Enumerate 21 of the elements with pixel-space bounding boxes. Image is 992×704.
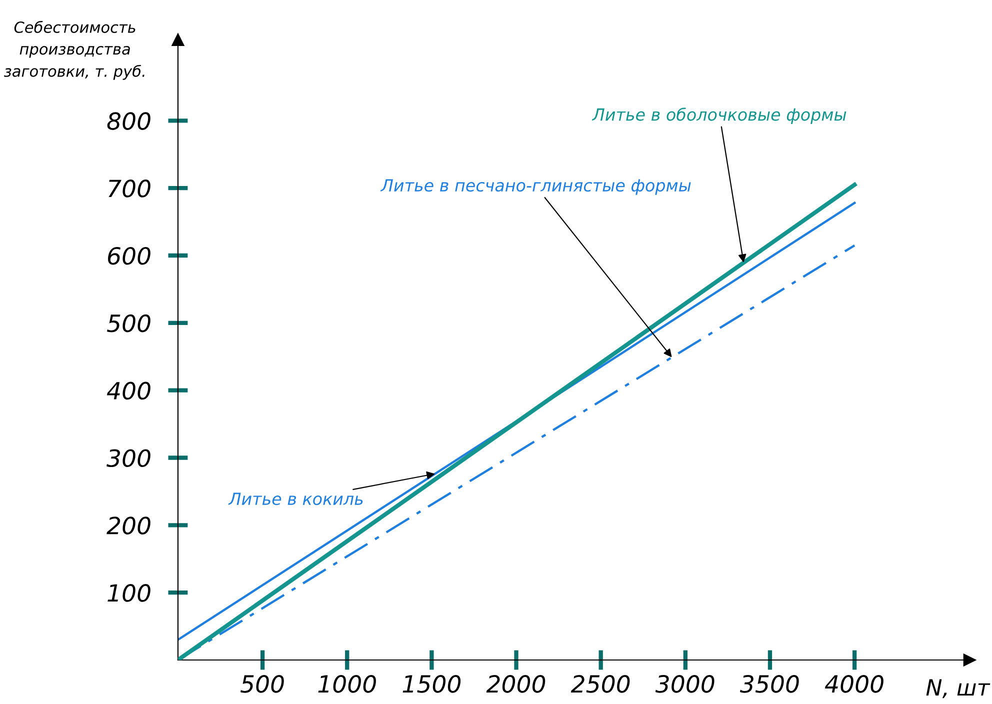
x-tick-label: 4000: [824, 675, 884, 693]
y-axis-title: Себестоимость производства заготовки, т. руб.: [4, 20, 144, 80]
x-tick-label: 1000: [318, 675, 376, 693]
x-axis-title: N, шт: [926, 679, 990, 698]
y-tick-label: 300: [106, 449, 150, 468]
y-tick-label: 100: [108, 584, 150, 602]
y-tick-label: 600: [108, 246, 150, 265]
y-tick-label: 800: [107, 112, 150, 130]
x-tick-label: 2000: [486, 675, 546, 693]
y-tick-label: 500: [106, 314, 150, 332]
series-label: Литье в кокиль: [228, 492, 363, 506]
y-tick-label: 400: [106, 382, 150, 400]
y-tick-label: 200: [106, 516, 150, 534]
text: Литье в оболочковые формы: [592, 108, 846, 124]
x-tick-label: 3000: [655, 675, 714, 693]
x-tick-label: 3500: [740, 675, 799, 693]
text: Литье в песчано-глинястые формы: [380, 179, 691, 195]
x-tick-label: 2500: [570, 675, 630, 693]
x-tick-label: 500: [240, 675, 284, 693]
x-tick-label: 1500: [402, 675, 461, 693]
y-tick-label: 700: [108, 180, 150, 198]
